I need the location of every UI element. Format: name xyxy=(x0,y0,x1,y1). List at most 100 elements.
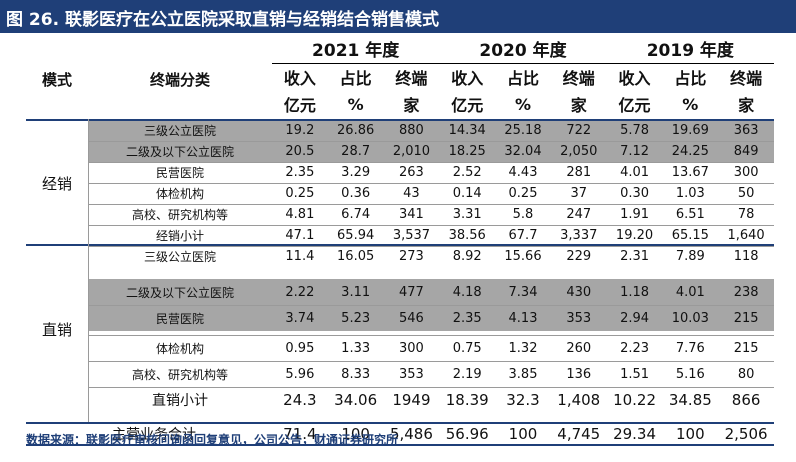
row-value: 24.3 xyxy=(283,391,317,409)
row-value: 8.92 xyxy=(452,249,482,264)
header-mode: 模式 xyxy=(41,70,72,89)
sales-mode-table: 模式 终端分类 2021 年度 收入 亿元 占比% 终端家 2020 年度 收入 亿元 占比% 终端家… xyxy=(26,33,774,446)
total-value: 56.96 xyxy=(445,424,489,443)
row-value: 247 xyxy=(566,207,592,222)
row-value: 2.35 xyxy=(452,310,482,326)
row-rule xyxy=(88,361,774,362)
row-value: 3.74 xyxy=(285,310,315,326)
row-value: 477 xyxy=(399,284,424,300)
row-value: 25.18 xyxy=(504,123,542,138)
row-value: 3.29 xyxy=(341,165,371,180)
row-category: 直销小计 xyxy=(152,393,208,409)
row-category: 三级公立医院 xyxy=(143,124,216,138)
row-value: 1.91 xyxy=(620,207,650,222)
mode-label: 直销 xyxy=(41,321,72,339)
header-year: 2019 年度 xyxy=(646,40,734,61)
row-value: 4.13 xyxy=(508,310,538,326)
header-col-line1: 终端 xyxy=(730,69,763,88)
header-col-line2: 亿元 xyxy=(451,96,484,115)
row-rule xyxy=(88,183,774,184)
row-value: 6.74 xyxy=(341,207,371,222)
header-col-line2: % xyxy=(347,94,364,114)
row-value: 273 xyxy=(399,249,424,264)
row-value: 353 xyxy=(399,366,424,382)
row-value: 4.43 xyxy=(508,165,538,180)
row-value: 1949 xyxy=(392,391,431,409)
row-category: 三级公立医院 xyxy=(143,250,216,264)
header-col-line2: 家 xyxy=(738,96,755,115)
row-value: 7.12 xyxy=(620,144,650,159)
row-value: 5.23 xyxy=(341,310,371,326)
row-value: 67.7 xyxy=(508,228,538,243)
header-col-line2: % xyxy=(682,94,699,114)
row-value: 26.86 xyxy=(337,123,375,138)
row-value: 13.67 xyxy=(671,165,709,180)
header-bottom-rule xyxy=(26,119,774,121)
row-value: 2.35 xyxy=(285,165,315,180)
row-value: 10.03 xyxy=(671,310,709,326)
row-value: 3.11 xyxy=(341,284,371,300)
row-value: 0.14 xyxy=(452,186,482,201)
row-value: 78 xyxy=(737,207,755,222)
row-value: 7.34 xyxy=(508,284,538,300)
header-col-line1: 占比 xyxy=(506,69,539,88)
header-category: 终端分类 xyxy=(149,70,210,89)
row-category: 高校、研究机构等 xyxy=(131,367,228,382)
row-value: 18.25 xyxy=(448,144,486,159)
total-top-rule xyxy=(26,422,774,424)
row-value: 238 xyxy=(733,284,759,300)
total-category: 主营业务合计 xyxy=(112,426,196,443)
row-category: 民营医院 xyxy=(155,166,204,180)
header-col-line1: 终端 xyxy=(395,69,428,88)
row-value: 10.22 xyxy=(613,391,657,409)
row-value: 18.39 xyxy=(445,391,489,409)
row-value: 32.3 xyxy=(506,391,540,409)
row-value: 19.69 xyxy=(671,123,709,138)
row-value: 849 xyxy=(733,144,759,159)
row-rule xyxy=(88,335,774,336)
row-value: 1,408 xyxy=(557,391,601,409)
row-value: 34.85 xyxy=(668,391,712,409)
row-value: 80 xyxy=(737,366,755,382)
row-value: 2,010 xyxy=(392,144,431,159)
row-value: 3.31 xyxy=(452,207,482,222)
header-year: 2021 年度 xyxy=(312,40,400,61)
row-value: 2,050 xyxy=(560,144,598,159)
row-value: 5.78 xyxy=(620,123,650,138)
row-value: 229 xyxy=(566,249,592,264)
row-category: 二级及以下公立医院 xyxy=(125,285,234,300)
row-value: 4.18 xyxy=(452,284,482,300)
title-bar: 图 26. 联影医疗在公立医院采取直销与经销结合销售模式 xyxy=(0,0,796,33)
row-value: 65.15 xyxy=(671,228,709,243)
header-col-line1: 收入 xyxy=(451,69,484,88)
row-value: 19.2 xyxy=(285,123,315,138)
row-value: 118 xyxy=(733,249,759,264)
row-value: 300 xyxy=(733,165,759,180)
row-category: 经销小计 xyxy=(155,229,204,243)
row-value: 353 xyxy=(566,310,592,326)
mode-label: 经销 xyxy=(41,174,72,193)
row-value: 1.51 xyxy=(620,366,650,382)
group-rule xyxy=(26,244,774,246)
header-col-line2: 亿元 xyxy=(618,96,651,115)
row-rule xyxy=(88,246,774,247)
total-value: 100 xyxy=(341,424,370,443)
row-value: 215 xyxy=(733,340,759,356)
row-value: 16.05 xyxy=(337,249,375,264)
row-value: 2.52 xyxy=(452,165,482,180)
row-value: 7.76 xyxy=(675,340,705,356)
total-value: 100 xyxy=(508,424,538,443)
row-rule xyxy=(88,305,774,306)
row-value: 136 xyxy=(566,366,592,382)
header-col-line1: 占比 xyxy=(339,69,372,88)
row-value: 28.7 xyxy=(341,144,371,159)
row-value: 3.85 xyxy=(508,366,538,382)
row-value: 20.5 xyxy=(285,144,315,159)
row-value: 5.8 xyxy=(512,207,534,222)
row-value: 281 xyxy=(566,165,592,180)
row-value: 4.81 xyxy=(285,207,315,222)
row-value: 215 xyxy=(733,310,759,326)
row-rule xyxy=(88,162,774,163)
row-value: 37 xyxy=(570,186,588,201)
header-col-line1: 占比 xyxy=(674,69,707,88)
